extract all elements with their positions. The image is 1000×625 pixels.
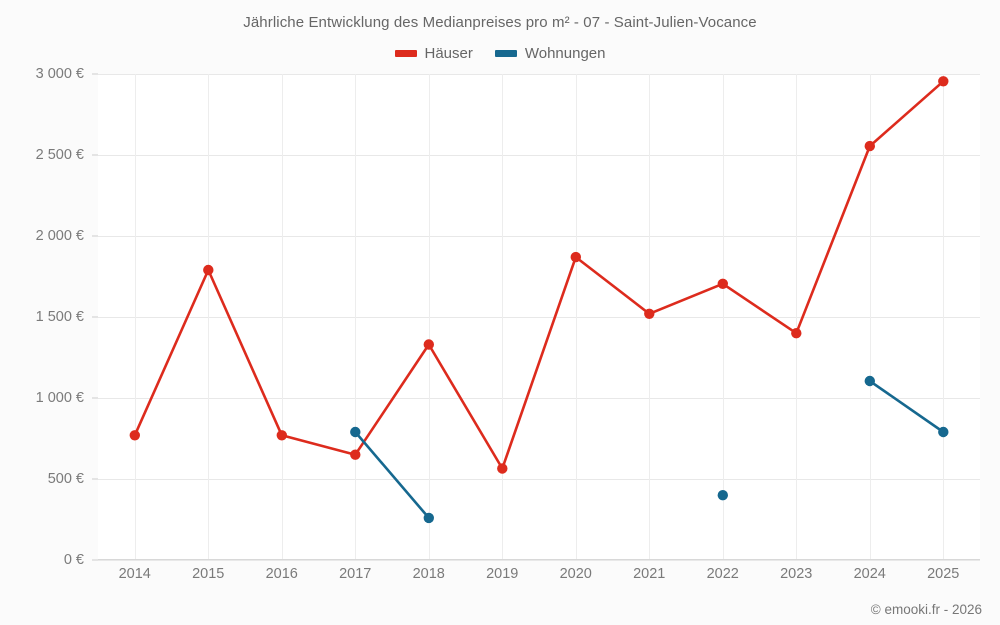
legend-label-apartments: Wohnungen <box>524 45 606 62</box>
y-axis-tick-mark <box>92 73 98 75</box>
gridline-vertical <box>796 74 798 560</box>
gridline-horizontal <box>98 155 980 156</box>
plot-area <box>98 74 980 561</box>
chart-title: Jährliche Entwicklung des Medianpreises … <box>243 14 757 31</box>
y-axis-tick-label: 1 000 € <box>35 390 84 406</box>
footer-credit: © emooki.fr - 2026 <box>870 602 982 617</box>
gridline-horizontal <box>98 317 980 318</box>
x-axis-tick-label: 2015 <box>192 566 225 582</box>
x-axis-tick-label: 2017 <box>339 566 372 582</box>
y-axis-tick-label: 500 € <box>47 471 84 487</box>
x-axis-tick-label: 2014 <box>118 566 151 582</box>
y-axis-tick-mark <box>92 235 98 237</box>
x-axis-tick-label: 2025 <box>927 566 960 582</box>
y-axis-tick-label: 2 000 € <box>35 228 84 244</box>
y-axis-tick-mark <box>92 559 98 561</box>
gridline-vertical <box>649 74 651 560</box>
x-axis-tick-label: 2020 <box>559 566 592 582</box>
x-axis-tick-label: 2019 <box>486 566 519 582</box>
gridline-horizontal <box>98 398 980 399</box>
legend-item-apartments[interactable]: Wohnungen <box>494 45 606 62</box>
x-axis-tick-label: 2016 <box>265 566 298 582</box>
gridline-horizontal <box>98 74 980 75</box>
gridline-horizontal <box>98 236 980 237</box>
gridline-vertical <box>575 74 577 560</box>
y-axis-tick-label: 2 500 € <box>35 147 84 163</box>
gridline-vertical <box>281 74 283 560</box>
y-axis-tick-mark <box>92 316 98 318</box>
gridline-vertical <box>869 74 871 560</box>
gridline-vertical <box>943 74 945 560</box>
y-axis-tick-mark <box>92 478 98 480</box>
x-axis-tick-label: 2018 <box>412 566 445 582</box>
y-axis-tick-label: 1 500 € <box>35 309 84 325</box>
x-axis-tick-label: 2024 <box>853 566 886 582</box>
x-axis-tick-label: 2022 <box>706 566 739 582</box>
legend-swatch-apartments <box>494 50 517 57</box>
chart-legend: Häuser Wohnungen <box>0 45 1000 62</box>
gridline-vertical <box>502 74 504 560</box>
legend-label-houses: Häuser <box>424 45 473 62</box>
y-axis-tick-mark <box>92 154 98 156</box>
gridline-vertical <box>134 74 136 560</box>
gridline-horizontal <box>98 560 980 561</box>
y-axis-tick-mark <box>92 397 98 399</box>
gridline-horizontal <box>98 479 980 480</box>
legend-item-houses[interactable]: Häuser <box>394 45 473 62</box>
legend-swatch-houses <box>394 50 417 57</box>
x-axis-tick-label: 2021 <box>633 566 666 582</box>
gridline-vertical <box>428 74 430 560</box>
gridline-vertical <box>355 74 357 560</box>
gridline-vertical <box>722 74 724 560</box>
x-axis-tick-label: 2023 <box>780 566 813 582</box>
y-axis-tick-label: 0 € <box>63 552 84 568</box>
gridline-vertical <box>208 74 210 560</box>
y-axis-tick-label: 3 000 € <box>35 66 84 82</box>
x-axis-line <box>98 559 980 560</box>
